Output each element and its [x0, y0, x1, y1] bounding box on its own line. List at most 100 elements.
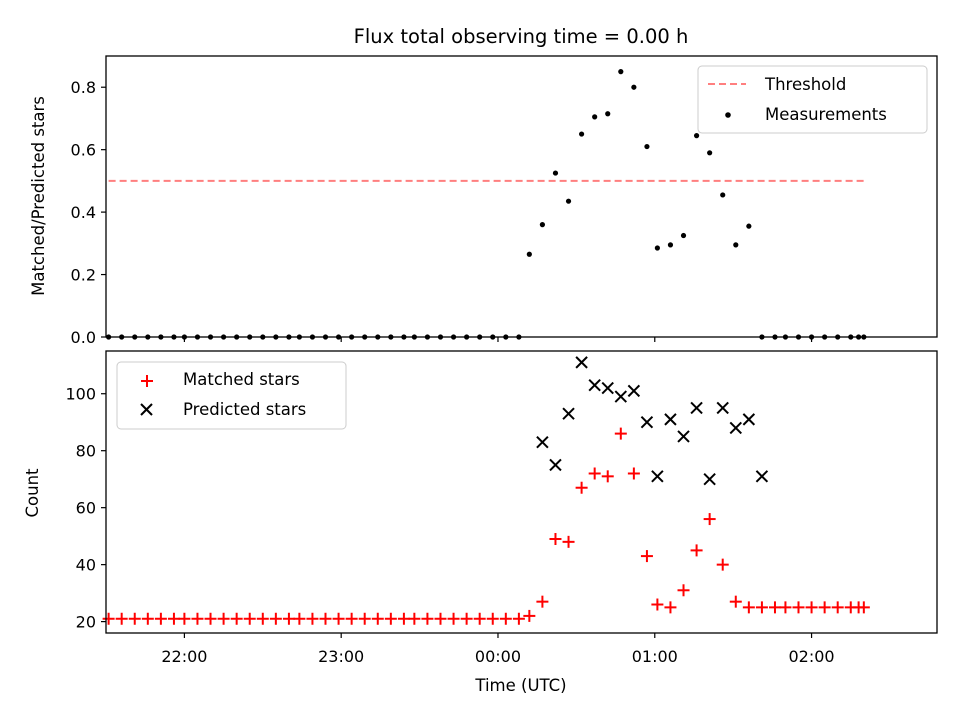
measurement-point	[654, 245, 660, 251]
matched-star-point	[256, 612, 269, 625]
matched-star-point	[627, 467, 640, 480]
measurement-point	[618, 69, 624, 75]
matched-star-point	[332, 612, 345, 625]
matched-star-point	[397, 612, 410, 625]
predicted-star-point	[549, 458, 562, 472]
top-plot-frame	[105, 55, 938, 338]
matched-star-point	[536, 595, 549, 608]
legend-measurements-label: Measurements	[765, 105, 887, 124]
measurement-point	[667, 242, 674, 248]
predicted-star-point	[575, 356, 588, 369]
predicted-star-point	[677, 430, 690, 443]
top-y-tick-label: 0.4	[71, 203, 96, 222]
matched-star-point	[779, 601, 792, 614]
measurement-point	[644, 143, 650, 150]
legend-matched-label: Matched stars	[183, 370, 300, 389]
measurement-point	[707, 150, 713, 156]
matched-star-point	[319, 612, 332, 625]
matched-star-point	[447, 612, 460, 625]
matched-star-point	[588, 467, 601, 480]
measurement-point	[579, 131, 585, 137]
matched-star-point	[677, 584, 690, 597]
predicted-star-point	[614, 390, 628, 403]
predicted-star-point	[729, 421, 742, 435]
matched-star-point	[512, 612, 525, 625]
bottom-y-axis-label: Count	[23, 468, 42, 518]
predicted-star-point	[664, 413, 677, 426]
measurement-point	[720, 192, 726, 198]
matched-star-point	[651, 598, 664, 611]
matched-star-point	[755, 601, 768, 614]
bottom-legend-box	[116, 361, 347, 430]
matched-star-point	[243, 612, 256, 625]
top-y-tick-label: 0.8	[71, 78, 96, 97]
matched-star-point	[115, 612, 128, 625]
legend-predicted-marker	[140, 403, 153, 416]
bottom-y-tick-label: 20	[76, 613, 96, 632]
matched-star-point	[664, 601, 677, 614]
bottom-y-tick-label: 80	[76, 442, 96, 461]
bottom-legend: Matched stars Predicted stars	[116, 361, 347, 430]
bottom-y-tick-label: 40	[76, 556, 96, 575]
predicted-star-point	[742, 413, 756, 426]
top-y-tick-label: 0.0	[71, 328, 96, 347]
matched-star-point	[306, 612, 319, 625]
chart-title: Flux total observing time = 0.00 h	[354, 25, 689, 48]
predicted-star-point	[588, 378, 601, 392]
matched-star-point	[805, 601, 818, 614]
legend-threshold-label: Threshold	[764, 75, 846, 94]
bottom-plot-frame	[105, 350, 938, 634]
matched-star-point	[818, 601, 831, 614]
top-y-tick-label: 0.6	[71, 141, 96, 160]
matched-star-point	[178, 612, 191, 625]
bottom-x-axis-label: Time (UTC)	[474, 676, 566, 695]
bottom-y-tick-label: 100	[65, 385, 96, 404]
matched-star-point	[293, 612, 306, 625]
matched-star-point	[601, 470, 614, 483]
bottom-panel: 20 40 60 80 100 22:00 23:00 00:00 01:00 02:00 Co…	[23, 350, 938, 695]
predicted-star-point	[716, 401, 729, 415]
matched-star-point	[562, 535, 575, 548]
measurement-point	[539, 222, 546, 228]
matched-star-point	[217, 612, 230, 625]
predicted-star-point	[703, 472, 716, 486]
legend-measurements-marker	[725, 112, 731, 118]
predicted-star-point	[755, 470, 769, 483]
measurement-point	[746, 223, 752, 229]
measurement-point	[552, 170, 559, 176]
matched-star-point	[408, 612, 421, 625]
predicted-star-point	[690, 401, 703, 415]
matched-star-point	[614, 427, 627, 440]
matched-star-point	[831, 601, 844, 614]
matched-star-point	[154, 612, 167, 625]
matched-star-point	[523, 609, 536, 622]
matched-star-point	[358, 612, 371, 625]
bottom-y-tick-label: 60	[76, 499, 96, 518]
measurement-point	[680, 232, 687, 239]
matched-star-point	[716, 558, 729, 571]
top-y-tick-label: 0.2	[71, 266, 96, 285]
predicted-star-point	[640, 416, 654, 429]
matched-star-point	[434, 612, 447, 625]
matched-star-point	[742, 601, 755, 614]
matched-star-point	[640, 550, 653, 563]
legend-predicted-label: Predicted stars	[183, 400, 306, 419]
matched-star-point	[549, 533, 562, 545]
matched-star-point	[191, 612, 204, 625]
top-legend-box	[697, 65, 928, 134]
matched-star-point	[345, 612, 358, 625]
measurement-point	[693, 133, 700, 139]
matched-star-point	[371, 612, 384, 625]
legend-matched-marker	[141, 375, 153, 387]
matched-star-point	[128, 612, 141, 625]
measurement-point	[592, 114, 598, 120]
predicted-star-point	[651, 470, 664, 483]
predicted-star-point	[601, 381, 614, 395]
matched-star-point	[282, 612, 295, 625]
predicted-star-point	[562, 407, 575, 420]
matched-star-point	[384, 612, 397, 625]
matched-star-point	[768, 601, 781, 614]
matched-star-point	[729, 595, 742, 608]
matched-star-point	[230, 612, 243, 625]
